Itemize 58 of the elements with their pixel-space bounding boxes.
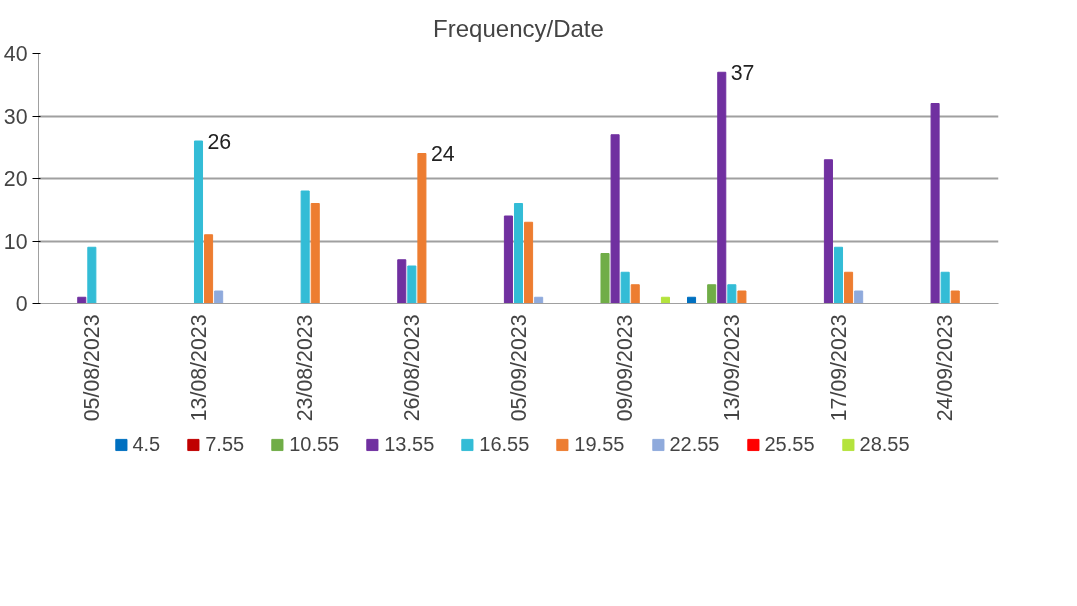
bar	[823, 159, 833, 304]
x-tick-label: 05/09/2023	[506, 314, 531, 422]
x-tick-label: 23/08/2023	[293, 314, 318, 422]
legend-label: 22.55	[669, 432, 720, 456]
bar	[727, 284, 737, 304]
bar	[687, 296, 697, 304]
x-tick-label: 17/09/2023	[826, 314, 851, 422]
y-tick-label: 20	[3, 167, 28, 191]
bar	[833, 246, 844, 304]
legend-label: 16.55	[479, 432, 530, 456]
x-tick-label: 09/09/2023	[613, 314, 638, 422]
bar	[620, 271, 630, 304]
y-tick-label: 30	[3, 104, 28, 129]
bar	[854, 290, 864, 304]
x-tick-label: 26/08/2023	[399, 314, 424, 422]
bar	[600, 253, 610, 304]
legend-label: 10.55	[289, 432, 340, 456]
legend-label: 13.55	[384, 432, 435, 456]
bar	[660, 296, 670, 304]
bar	[524, 221, 534, 304]
bar	[310, 203, 320, 304]
bar	[950, 290, 960, 304]
y-tick-label: 40	[3, 42, 28, 66]
bar	[737, 290, 747, 304]
bar	[407, 265, 417, 304]
bar	[707, 284, 717, 304]
legend-label: 4.5	[132, 432, 161, 456]
data-label: 24	[430, 142, 455, 166]
chart-title: Frequency/Date	[433, 14, 604, 42]
legend-label: 28.55	[859, 432, 910, 456]
bar	[77, 296, 87, 304]
bar	[417, 153, 427, 304]
data-label: 37	[730, 60, 755, 85]
x-tick-label: 05/08/2023	[79, 314, 104, 422]
bar	[610, 134, 620, 304]
bar	[513, 203, 524, 304]
bar	[204, 234, 214, 304]
y-tick-label: 10	[3, 229, 28, 254]
legend-label: 25.55	[764, 432, 815, 456]
x-tick-label: 24/09/2023	[933, 314, 958, 422]
bar	[397, 259, 407, 304]
x-tick-label: 13/08/2023	[186, 314, 211, 422]
legend-label: 19.55	[574, 432, 625, 456]
bar	[503, 215, 513, 304]
bar	[193, 140, 204, 304]
y-tick-label: 0	[15, 292, 28, 316]
x-tick-label: 13/09/2023	[719, 314, 744, 422]
bar	[534, 296, 544, 304]
bar	[87, 246, 97, 304]
bar	[717, 71, 727, 304]
data-label: 26	[207, 129, 232, 154]
legend-label: 7.55	[205, 432, 245, 456]
bar	[940, 271, 950, 304]
bar	[300, 190, 310, 304]
bar	[630, 284, 640, 304]
bar	[844, 271, 854, 304]
bar	[214, 290, 224, 304]
bar	[930, 103, 940, 304]
